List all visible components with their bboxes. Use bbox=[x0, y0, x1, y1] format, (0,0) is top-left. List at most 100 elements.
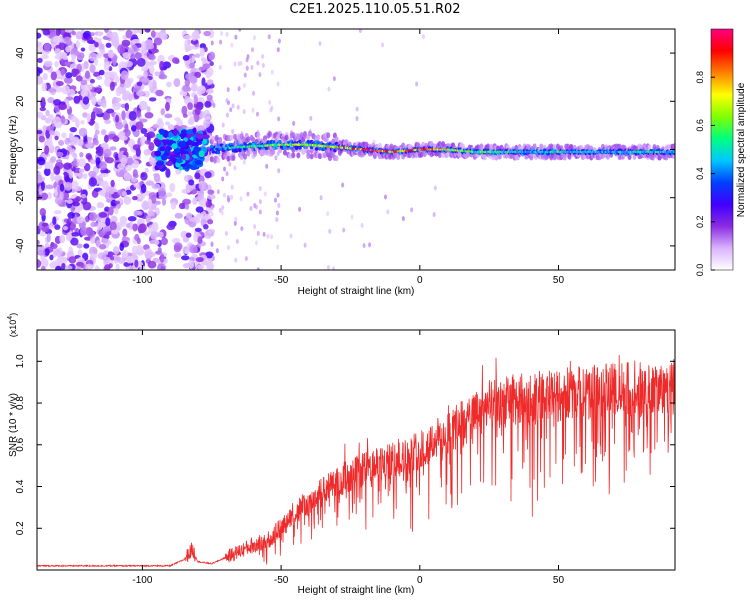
spectrogram-cell bbox=[114, 97, 122, 103]
spectrogram-cell bbox=[194, 107, 201, 116]
spectrogram-cell bbox=[140, 127, 148, 134]
spectrogram-cell bbox=[79, 152, 84, 158]
spectrogram-cell bbox=[224, 231, 228, 237]
spectrogram-cell bbox=[37, 57, 43, 64]
spectrogram-cell bbox=[182, 113, 188, 118]
spectrogram-cell bbox=[206, 79, 212, 86]
spectrogram-cell bbox=[90, 159, 97, 165]
spectrogram-cell bbox=[63, 29, 73, 33]
spectrogram-cell bbox=[277, 168, 281, 174]
spectrogram-cell bbox=[91, 96, 97, 106]
spectrogram-cell bbox=[141, 200, 149, 210]
spectrogram-cell bbox=[93, 71, 101, 78]
spectrogram-cell bbox=[240, 226, 244, 232]
colorbar-bar bbox=[710, 28, 734, 271]
spectrogram-cell bbox=[64, 265, 73, 270]
spectrogram-cell bbox=[210, 242, 214, 248]
spectrogram-cell bbox=[136, 57, 146, 67]
spectrogram-cell bbox=[92, 139, 99, 146]
spectrogram-cell bbox=[59, 52, 68, 57]
spectrogram-cell bbox=[233, 165, 237, 171]
spectrogram-cell bbox=[266, 233, 270, 239]
spectrogram-cell bbox=[211, 231, 215, 237]
spectrogram-cell bbox=[40, 192, 49, 201]
spectrogram-cell bbox=[133, 210, 139, 217]
colorbar-ticks: 0.0 0.2 0.4 0.6 0.8 bbox=[695, 71, 715, 276]
spectrogram-cell bbox=[104, 191, 110, 198]
snr-y-ticks: 0.2 0.4 0.6 0.8 1.0 bbox=[15, 354, 675, 535]
spectrogram-cell bbox=[174, 212, 183, 219]
colorbar-tick-label: 0.0 bbox=[695, 264, 705, 277]
spectrogram-cell bbox=[54, 224, 61, 230]
spectrogram-cell bbox=[437, 151, 442, 158]
spectrogram-cell bbox=[185, 232, 192, 238]
spectrogram-cell bbox=[90, 111, 96, 121]
spectrogram-cell bbox=[185, 204, 190, 210]
spectrogram-cell bbox=[60, 104, 65, 110]
spectrogram-cell bbox=[59, 234, 66, 244]
spectrogram-cell bbox=[68, 136, 78, 146]
spectrogram-cell bbox=[189, 216, 198, 222]
spectrogram-cell bbox=[183, 34, 192, 40]
spectrogram-cell bbox=[289, 233, 293, 239]
spectrogram-cell bbox=[99, 244, 107, 250]
spectrogram-cell bbox=[317, 153, 322, 160]
snr-x-ticks: -100 -50 0 50 bbox=[132, 330, 564, 586]
spectrogram-cell bbox=[372, 153, 377, 160]
spectrogram-cell bbox=[207, 193, 216, 200]
spectrogram-cell bbox=[250, 65, 254, 71]
spectrogram-cell bbox=[53, 165, 61, 175]
spectrogram-cell bbox=[203, 30, 211, 37]
spectrogram-cell bbox=[37, 259, 42, 269]
spectrogram-cell bbox=[100, 172, 109, 178]
spectrogram-cell bbox=[140, 135, 146, 146]
spectrogram-cell bbox=[154, 150, 162, 157]
y-tick-label: -40 bbox=[15, 238, 26, 253]
spectrogram-cell bbox=[384, 194, 388, 200]
spectrogram-cell bbox=[327, 86, 331, 92]
spectrogram-cell bbox=[185, 212, 193, 219]
spectrogram-cell bbox=[85, 263, 94, 270]
spectrogram-cell bbox=[93, 87, 103, 94]
spectrogram-cell bbox=[99, 161, 107, 171]
spectrogram-cell bbox=[316, 134, 321, 141]
spectrogram-y-label: Frequency (Hz) bbox=[8, 116, 19, 185]
spectrogram-cell bbox=[70, 115, 78, 123]
spectrogram-cell bbox=[184, 39, 189, 49]
spectrogram-cell bbox=[227, 197, 231, 203]
spectrogram-cell bbox=[96, 202, 105, 209]
spectrogram-cell bbox=[302, 133, 307, 140]
x-tick-label: 50 bbox=[553, 275, 565, 286]
spectrogram-cell bbox=[276, 244, 280, 250]
spectrogram-cell bbox=[326, 211, 330, 217]
spectrogram-cell bbox=[50, 71, 57, 81]
spectrogram-cell bbox=[159, 253, 165, 263]
spectrogram-cell bbox=[334, 155, 339, 162]
spectrogram-cell bbox=[44, 248, 50, 256]
spectrogram-cell bbox=[251, 47, 255, 53]
spectrogram-cell bbox=[76, 216, 84, 224]
spectrogram-cell bbox=[243, 153, 248, 160]
spectrogram-cell bbox=[41, 82, 47, 92]
spectrogram-cell bbox=[49, 254, 54, 261]
spectrogram-cell bbox=[76, 261, 84, 267]
spectrogram-cell bbox=[216, 157, 221, 164]
spectrogram-cell bbox=[192, 197, 198, 205]
snr-x-label: Height of straight line (km) bbox=[298, 585, 415, 596]
spectrogram-cell bbox=[214, 134, 219, 141]
spectrogram-cell bbox=[306, 153, 311, 160]
spectrogram-cell bbox=[256, 132, 261, 139]
spectrogram-cell bbox=[230, 42, 234, 48]
spectrogram-cell bbox=[212, 102, 216, 108]
spectrogram-cell bbox=[303, 242, 307, 248]
spectrogram-cell bbox=[68, 170, 73, 179]
spectrogram-cell bbox=[282, 149, 287, 156]
spectrogram-x-ticks: -100 -50 0 50 bbox=[132, 29, 564, 286]
spectrogram-cell bbox=[190, 38, 199, 45]
spectrogram-cell bbox=[70, 232, 80, 237]
spectrogram-cell bbox=[252, 35, 256, 41]
spectrogram-cell bbox=[292, 120, 296, 126]
spectrogram-x-label: Height of straight line (km) bbox=[298, 286, 415, 297]
spectrogram-cell bbox=[201, 134, 210, 140]
spectrogram-cell bbox=[85, 152, 92, 160]
